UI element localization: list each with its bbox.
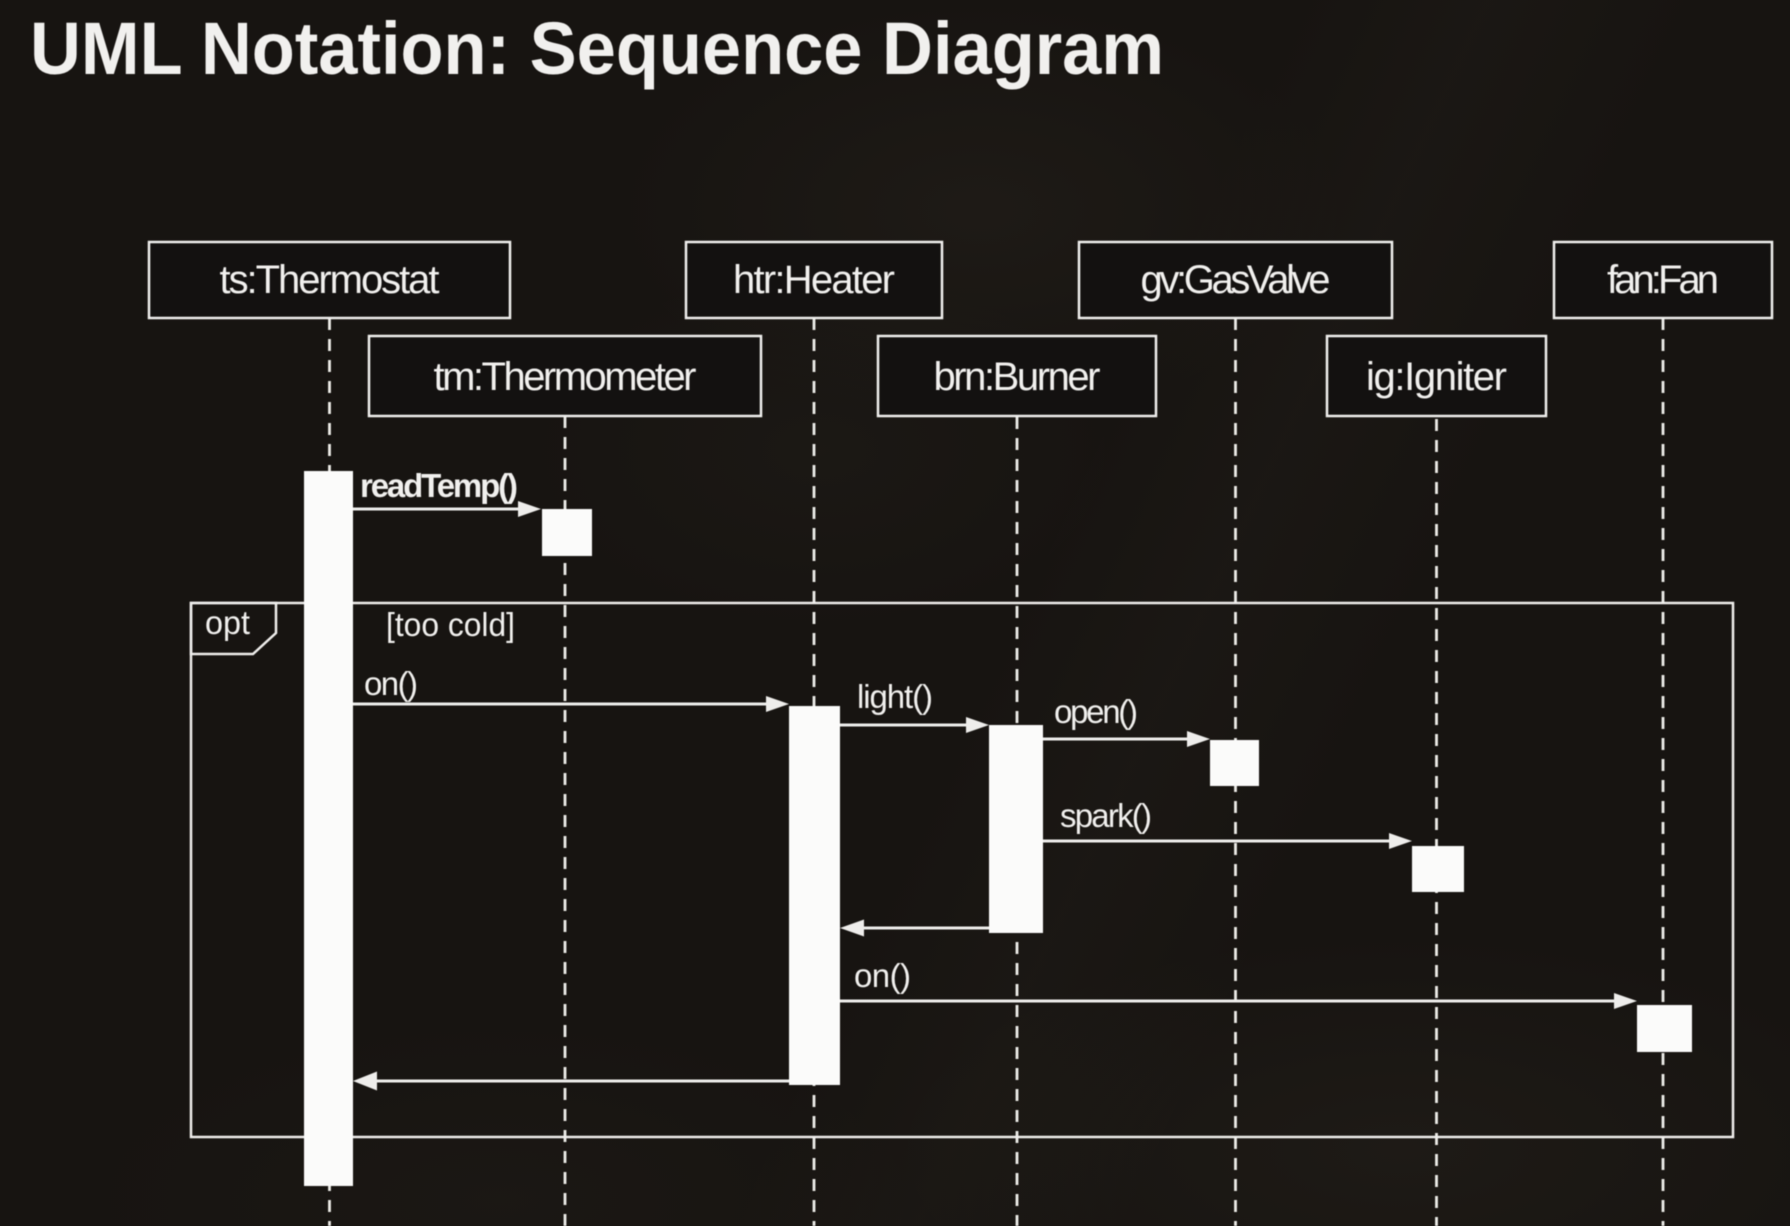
svg-text:htr:Heater: htr:Heater [733, 258, 895, 302]
svg-text:open(): open() [1054, 693, 1138, 730]
svg-text:ig:Igniter: ig:Igniter [1366, 355, 1507, 399]
svg-text:readTemp(): readTemp() [360, 467, 518, 504]
svg-text:spark(): spark() [1060, 797, 1152, 834]
svg-text:on(): on() [854, 957, 911, 994]
svg-text:on(): on() [364, 665, 418, 702]
svg-text:light(): light() [857, 678, 933, 715]
svg-text:brn:Burner: brn:Burner [934, 355, 1101, 399]
svg-text:[too cold]: [too cold] [386, 606, 515, 643]
svg-text:opt: opt [205, 604, 250, 641]
svg-text:gv:GasValve: gv:GasValve [1141, 258, 1331, 302]
svg-text:fan:Fan: fan:Fan [1607, 258, 1719, 302]
svg-text:ts:Thermostat: ts:Thermostat [220, 258, 440, 302]
svg-text:UML Notation: Sequence Diagram: UML Notation: Sequence Diagram [30, 7, 1164, 90]
svg-text:tm:Thermometer: tm:Thermometer [434, 355, 697, 399]
